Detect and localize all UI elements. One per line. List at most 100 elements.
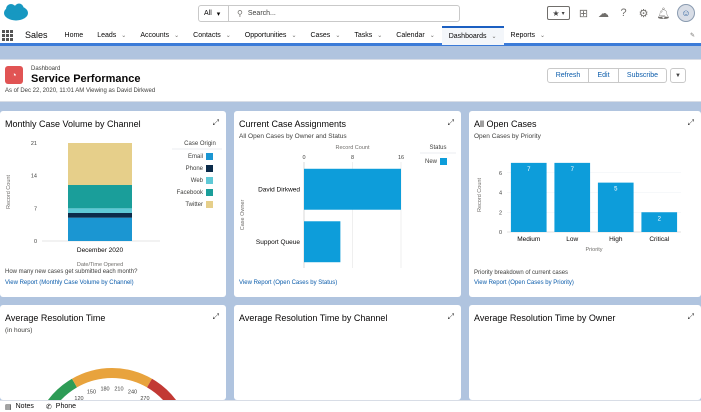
tab-label: Calendar <box>396 31 425 39</box>
tab-label: Accounts <box>140 31 170 39</box>
panel-title: Monthly Case Volume by Channel <box>5 119 141 129</box>
y-tick-label: David Dirkwed <box>258 186 300 193</box>
add-icon[interactable]: ⊞ <box>578 7 589 20</box>
tab-dashboards[interactable]: Dashboards ⌄ <box>441 25 504 45</box>
view-report-link[interactable]: View Report (Open Cases by Status) <box>239 280 338 286</box>
gauge-band-mid <box>72 368 152 388</box>
tab-reports[interactable]: Reports ⌄ <box>504 26 553 45</box>
x-tick-label: Medium <box>517 236 540 243</box>
app-launcher-icon[interactable] <box>2 29 13 41</box>
y-tick-label: 7 <box>34 206 37 212</box>
panel-footnote: Priority breakdown of current cases <box>474 270 569 276</box>
expand-icon[interactable]: ⤢ <box>447 312 454 321</box>
expand-icon[interactable]: ⤢ <box>212 118 219 127</box>
tab-label: Dashboards <box>448 32 487 40</box>
x-tick-label: Critical <box>649 236 669 243</box>
y-tick-label: Support Queue <box>256 239 300 246</box>
panel-title: All Open Cases <box>474 119 537 129</box>
legend-label: Facebook <box>177 190 204 196</box>
monthly-volume-chart: 0 7 14 21 Record Count December 2020 Date/Time… <box>6 141 222 268</box>
bar-support-queue <box>304 221 341 263</box>
x-tick-label: December 2020 <box>77 247 124 254</box>
chevron-down-icon[interactable]: ⌄ <box>429 32 435 39</box>
favorites-button[interactable]: ★ ▾ <box>547 6 570 20</box>
chevron-down-icon[interactable]: ⌄ <box>225 32 231 39</box>
tab-label: Leads <box>97 31 117 39</box>
utility-notes[interactable]: ▤ Notes <box>5 403 34 411</box>
bar-segment-facebook <box>68 185 132 209</box>
chevron-down-icon[interactable]: ⌄ <box>291 32 297 39</box>
global-search[interactable]: All ▾ ⚲ Search... <box>198 5 460 22</box>
trailhead-icon[interactable]: ☁ <box>598 7 609 20</box>
expand-icon[interactable]: ⤢ <box>687 118 694 127</box>
dashboard-actions: Refresh Edit Subscribe <box>547 68 667 83</box>
panel-title: Average Resolution Time by Owner <box>474 313 616 323</box>
legend-swatch <box>206 153 213 160</box>
expand-icon[interactable]: ⤢ <box>687 312 694 321</box>
tab-label: Cases <box>310 31 331 39</box>
monthly-case-volume-panel: Monthly Case Volume by Channel ⤢ 0 7 14 21 R… <box>0 111 226 297</box>
edit-button[interactable]: Edit <box>589 68 619 83</box>
tab-leads[interactable]: Leads ⌄ <box>90 26 133 45</box>
tab-calendar[interactable]: Calendar ⌄ <box>389 26 441 45</box>
tab-cases[interactable]: Cases ⌄ <box>303 26 347 45</box>
salesforce-cloud-icon[interactable] <box>3 3 29 22</box>
gauge-tick-label: 240 <box>128 390 137 396</box>
legend-label: Phone <box>186 166 204 172</box>
app-name: Sales <box>25 30 48 40</box>
tab-opportunities[interactable]: Opportunities ⌄ <box>238 26 304 45</box>
chevron-down-icon: ▾ <box>216 10 221 18</box>
more-actions-button[interactable]: ▼ <box>670 68 686 83</box>
gauge-band-low <box>48 378 77 400</box>
x-tick-label: 16 <box>398 155 404 161</box>
chevron-down-icon[interactable]: ⌄ <box>335 32 341 39</box>
panel-subtitle: Open Cases by Priority <box>474 133 541 140</box>
notifications-bell-icon[interactable]: 🔔︎ <box>656 7 671 20</box>
panel-title: Current Case Assignments <box>239 119 347 129</box>
data-label: 2 <box>658 216 662 222</box>
refresh-button[interactable]: Refresh <box>547 68 589 83</box>
search-input[interactable]: Search... <box>247 10 276 17</box>
subscribe-button[interactable]: Subscribe <box>619 68 667 83</box>
help-icon[interactable]: ? <box>620 7 627 19</box>
y-tick-label: 6 <box>499 171 502 177</box>
y-tick-label: 21 <box>31 141 37 147</box>
x-tick-label: Low <box>566 236 578 243</box>
chevron-down-icon[interactable]: ⌄ <box>540 32 546 39</box>
favorites-star-icon: ★ <box>552 8 560 18</box>
x-tick-label: 0 <box>302 155 305 161</box>
tab-accounts[interactable]: Accounts ⌄ <box>133 26 186 45</box>
bar-low <box>554 162 591 232</box>
tab-home[interactable]: Home <box>58 26 91 45</box>
setup-gear-icon[interactable]: ⚙ <box>638 7 649 20</box>
chevron-down-icon: ▾ <box>561 10 565 17</box>
avatar-icon[interactable]: ☺ <box>677 4 695 22</box>
view-report-link[interactable]: View Report (Open Cases by Priority) <box>474 280 574 286</box>
y-axis-title: Record Count <box>6 175 12 209</box>
phone-icon: ✆ <box>45 403 52 411</box>
edit-nav-icon[interactable]: ✎ <box>689 33 695 39</box>
view-report-link[interactable]: View Report (Monthly Case Volume by Chan… <box>5 280 134 286</box>
search-scope-dropdown[interactable]: All ▾ <box>199 6 229 21</box>
legend-label: Twitter <box>185 202 203 208</box>
tab-label: Reports <box>510 31 536 39</box>
gauge-band-high <box>147 378 176 400</box>
expand-icon[interactable]: ⤢ <box>447 118 454 127</box>
dashboard-object-label: Dashboard <box>31 66 61 72</box>
chevron-down-icon[interactable]: ⌄ <box>121 32 127 39</box>
search-icon: ⚲ <box>237 9 243 18</box>
legend-title: Status <box>429 145 446 151</box>
utility-phone[interactable]: ✆ Phone <box>46 403 76 411</box>
tab-contacts[interactable]: Contacts ⌄ <box>186 26 238 45</box>
expand-icon[interactable]: ⤢ <box>212 312 219 321</box>
legend-swatch <box>440 158 447 165</box>
legend-label: New <box>425 159 438 165</box>
chevron-down-icon[interactable]: ⌄ <box>174 32 180 39</box>
chevron-down-icon[interactable]: ⌄ <box>377 32 383 39</box>
tab-label: Opportunities <box>244 31 287 39</box>
chevron-down-icon[interactable]: ⌄ <box>491 33 497 40</box>
gauge-tick-label: 210 <box>114 386 123 392</box>
tab-tasks[interactable]: Tasks ⌄ <box>347 26 389 45</box>
panel-title: Average Resolution Time <box>5 313 106 323</box>
